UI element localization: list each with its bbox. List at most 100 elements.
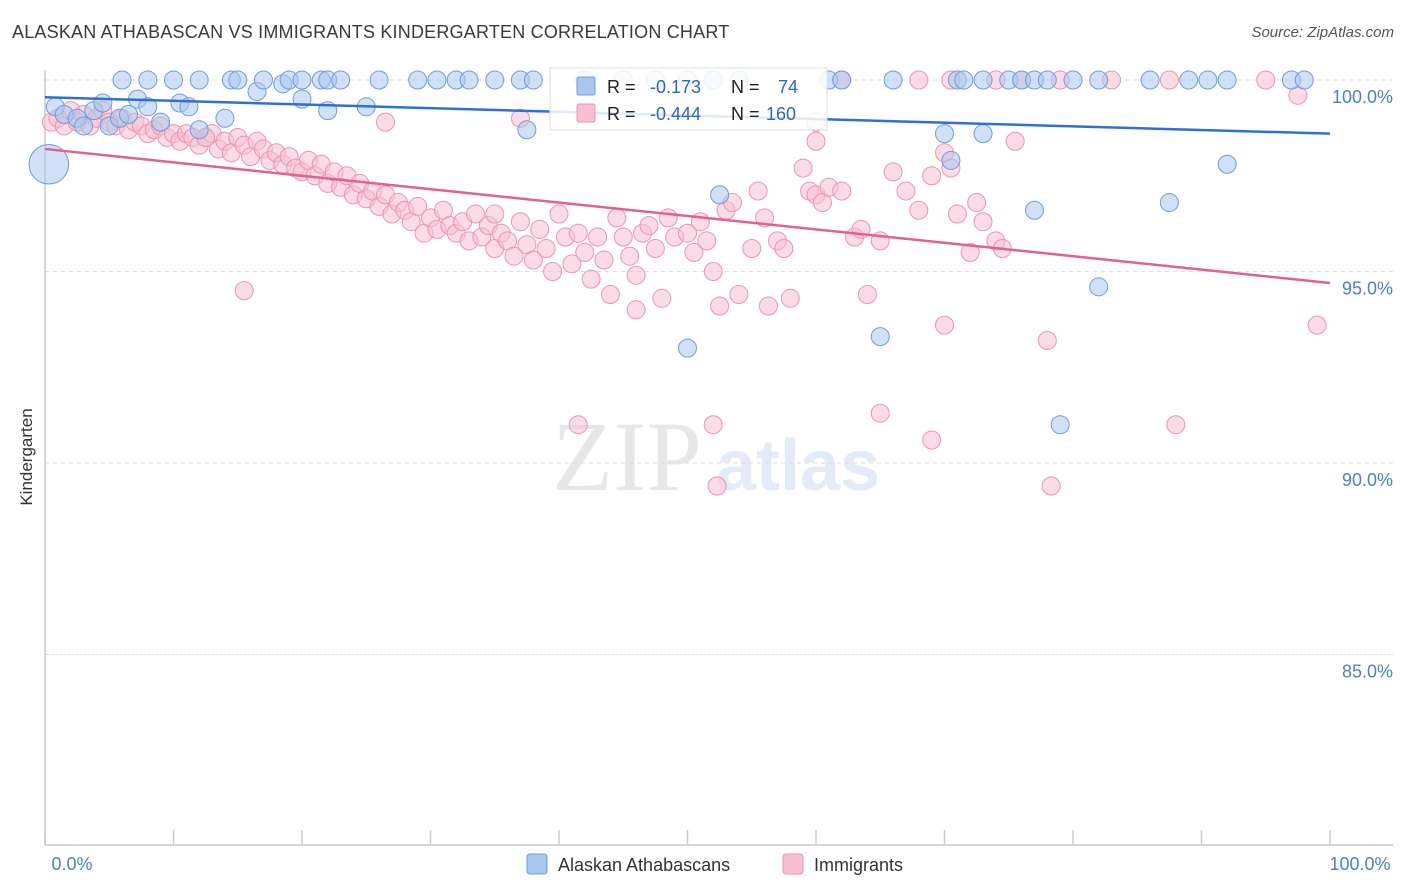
athabascan-point xyxy=(189,70,209,90)
immigrants-point xyxy=(645,239,665,259)
athabascan-point xyxy=(1217,154,1237,174)
stats-r-value-1: -0.173 xyxy=(650,77,701,97)
stats-r-value-2: -0.444 xyxy=(650,104,701,124)
immigrants-point xyxy=(1005,131,1025,151)
immigrants-point xyxy=(742,239,762,259)
immigrants-point xyxy=(376,112,396,132)
immigrants-point xyxy=(620,246,640,266)
athabascan-point xyxy=(228,70,248,90)
athabascan-point xyxy=(253,70,273,90)
immigrants-point xyxy=(857,284,877,304)
watermark-atlas: atlas xyxy=(716,426,880,506)
athabascan-point xyxy=(1089,70,1109,90)
watermark: ZIP atlas xyxy=(552,401,880,512)
legend-label-immigrants: Immigrants xyxy=(814,855,903,875)
immigrants-point xyxy=(678,223,697,243)
immigrants-point xyxy=(793,158,813,178)
immigrants-point xyxy=(626,300,646,320)
immigrants-point xyxy=(703,262,723,281)
athabascan-point xyxy=(710,185,730,205)
immigrants-point xyxy=(967,193,987,213)
stats-r-label-2: R = xyxy=(607,104,636,124)
immigrants-point xyxy=(758,296,778,316)
immigrants-point xyxy=(1307,315,1327,335)
athabascan-point xyxy=(1159,193,1179,213)
athabascan-point xyxy=(189,120,209,140)
athabascan-point xyxy=(138,97,158,117)
legend-label-athabascans: Alaskan Athabascans xyxy=(558,855,730,875)
y-tick-label: 95.0% xyxy=(1342,279,1393,299)
immigrants-point xyxy=(729,284,749,304)
immigrants-point xyxy=(748,181,768,201)
immigrants-point xyxy=(543,262,563,281)
legend-swatch-athabascans xyxy=(526,853,548,875)
immigrants-point xyxy=(960,242,980,262)
immigrants-point xyxy=(896,181,916,201)
immigrants-point xyxy=(607,208,627,228)
athabascan-point xyxy=(935,124,954,144)
athabascan-point xyxy=(523,70,543,90)
immigrants-point xyxy=(1041,476,1061,496)
legend-swatch-immigrants xyxy=(782,853,804,875)
immigrants-point xyxy=(626,265,646,285)
stats-n-value-1: 74 xyxy=(778,77,798,97)
athabascan-point xyxy=(151,112,171,132)
athabascan-point xyxy=(832,70,852,90)
stats-box: R = -0.173 N = 74 R = -0.444 N = 160 xyxy=(549,67,828,131)
axes xyxy=(44,70,1393,846)
immigrants-point xyxy=(408,196,428,216)
stats-n-label-1: N = xyxy=(731,77,760,97)
immigrants-point xyxy=(1256,70,1276,90)
immigrants-points xyxy=(41,70,1327,496)
athabascan-point xyxy=(973,70,993,90)
athabascan-point xyxy=(1050,415,1070,435)
immigrants-point xyxy=(504,246,524,266)
athabascan-point xyxy=(459,70,479,90)
grid xyxy=(45,79,1393,655)
immigrants-point xyxy=(909,70,929,90)
stats-swatch-blue xyxy=(576,76,596,96)
athabascan-point xyxy=(870,327,890,347)
athabascan-point xyxy=(369,70,389,90)
immigrants-point xyxy=(922,166,942,186)
athabascan-point xyxy=(973,124,993,144)
immigrants-point xyxy=(588,227,608,247)
immigrants-point xyxy=(922,430,942,450)
immigrants-point xyxy=(935,315,954,335)
y-tick-label: 85.0% xyxy=(1342,662,1393,682)
athabascan-point xyxy=(678,338,697,358)
immigrants-point xyxy=(530,219,550,239)
immigrants-point xyxy=(523,250,543,270)
athabascan-point xyxy=(1037,70,1057,90)
immigrants-point xyxy=(568,223,588,243)
immigrants-point xyxy=(774,239,794,259)
immigrants-point xyxy=(1037,330,1057,350)
stats-swatch-pink xyxy=(576,103,596,123)
y-tick-label: 100.0% xyxy=(1332,87,1393,107)
immigrants-point xyxy=(707,476,727,496)
immigrants-point xyxy=(780,288,800,308)
athabascan-point xyxy=(517,120,537,140)
athabascan-point xyxy=(93,93,113,113)
athabascan-point xyxy=(112,70,132,90)
athabascan-point xyxy=(954,70,974,90)
immigrants-point xyxy=(465,204,485,224)
athabascan-point xyxy=(1140,70,1160,90)
athabascan-point xyxy=(1198,70,1218,90)
immigrants-point xyxy=(658,208,678,228)
athabascan-point xyxy=(408,70,428,90)
athabascan-point xyxy=(331,70,351,90)
immigrants-point xyxy=(639,216,659,236)
athabascan-point xyxy=(215,108,235,128)
immigrants-point xyxy=(947,204,967,224)
immigrants-point xyxy=(883,162,903,182)
athabascan-point xyxy=(1063,70,1083,90)
immigrants-point xyxy=(832,181,852,201)
immigrants-point xyxy=(568,415,588,435)
x-ticks xyxy=(44,830,1331,845)
athabascan-point xyxy=(119,104,139,124)
athabascan-point xyxy=(427,70,447,90)
x-tick-label-max: 100.0% xyxy=(1329,854,1390,874)
immigrants-point xyxy=(973,212,993,232)
immigrants-point xyxy=(234,281,254,301)
